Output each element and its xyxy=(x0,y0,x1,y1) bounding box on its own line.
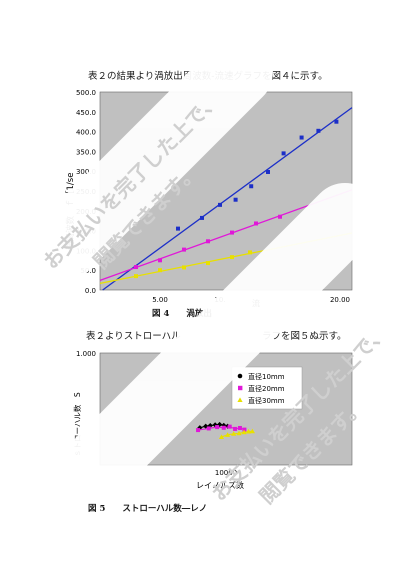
fig5-data-point-magenta xyxy=(206,426,211,431)
fig4-x-tick-label: 20.00 xyxy=(330,296,350,304)
fig4-data-point-magenta xyxy=(134,265,138,270)
fig4-x-tick-label: 10. xyxy=(214,296,225,304)
fig4-x-tick-label: 5.00 xyxy=(152,296,168,304)
fig5-data-point-magenta xyxy=(233,426,238,431)
figure-4-caption: 図 4 渦放出 xyxy=(152,309,212,319)
fig4-y-tick-label: 450.0 xyxy=(76,109,96,117)
fig4-y-tick-label: 350.0 xyxy=(76,148,96,156)
fig5-data-point-magenta xyxy=(237,425,242,430)
fig4-data-point-magenta xyxy=(254,221,258,226)
fig5-legend-label: 直径30mm xyxy=(248,396,285,405)
fig4-data-point-blue xyxy=(233,197,238,202)
fig4-y-tick-label: 400.0 xyxy=(76,129,96,137)
fig5-legend-label: 直径20mm xyxy=(248,384,285,393)
fig4-data-point-yellow xyxy=(248,250,252,255)
fig5-plot-area xyxy=(99,352,353,466)
fig4-y-tick-label: 300.0 xyxy=(76,168,96,176)
fig4-data-point-yellow xyxy=(206,261,210,266)
fig4-data-point-blue xyxy=(316,128,321,133)
fig4-data-point-yellow xyxy=(230,255,234,260)
intro-paragraph-2-left: 表２よりストローハル xyxy=(86,331,181,342)
fig4-y-tick-label: 100.0 xyxy=(76,247,96,255)
fig5-y-tick-label: 1.000 xyxy=(76,350,96,358)
fig4-data-point-yellow xyxy=(182,265,186,270)
fig4-data-point-blue xyxy=(200,215,204,220)
fig4-x-axis-label: 流 xyxy=(252,298,260,308)
fig5-data-point-magenta xyxy=(215,425,220,430)
fig5-legend-marker xyxy=(238,385,243,391)
fig4-y-tick-label: 0.0 xyxy=(85,287,96,295)
fig4-data-point-blue xyxy=(281,151,286,156)
fig5-legend-label: 直径10mm xyxy=(248,372,285,381)
fig5-legend-marker xyxy=(237,373,243,379)
fig4-data-point-blue xyxy=(334,119,339,124)
fig4-data-point-blue xyxy=(218,202,222,207)
fig4-y-tick-label: 200.0 xyxy=(76,208,96,216)
fig4-data-point-blue xyxy=(299,135,304,140)
fig5-x-axis-label: レイノルズ数 xyxy=(196,480,244,490)
fig4-plot-area xyxy=(99,91,353,291)
fig5-data-point-magenta xyxy=(221,425,226,430)
fig4-data-point-magenta xyxy=(278,214,282,219)
fig4-y-tick-label: 500.0 xyxy=(76,89,96,97)
fig5-y-axis-label: ｓトローハル数 S xyxy=(72,392,82,457)
fig4-data-point-magenta xyxy=(182,247,186,252)
figure-5-caption: 図 5 ストローハル数―レノ xyxy=(88,504,208,514)
figure-4-chart: 渦周波数 ｆ［1/se 流 500.0 450.0 400.0 350.0 300.0 2… xyxy=(65,89,353,308)
fig5-legend: 直径10mm 直径20mm 直径30mm xyxy=(231,366,303,410)
fig4-y-tick-label: 50.0 xyxy=(80,267,96,275)
fig4-data-point-yellow xyxy=(158,268,162,273)
intro-paragraph-2-right: ラフを図５ぬ示す。 xyxy=(262,331,347,342)
fig4-data-point-magenta xyxy=(206,239,210,244)
fig5-data-point-magenta xyxy=(227,424,232,429)
fig4-y-tick-label: 150.0 xyxy=(76,228,96,236)
figure-5-chart: ｓトローハル数 S レイノルズ数 1.000 10000 直径10mm 直径20m… xyxy=(72,350,353,490)
fig4-data-point-magenta xyxy=(158,258,162,263)
fig5-data-point-magenta xyxy=(196,428,201,433)
fig4-data-point-magenta xyxy=(230,230,234,235)
fig4-data-point-blue xyxy=(249,184,254,189)
fig4-data-point-yellow xyxy=(134,274,138,279)
fig4-data-point-blue xyxy=(176,226,180,231)
fig4-data-point-blue xyxy=(266,169,270,174)
fig5-x-tick-label: 10000 xyxy=(215,469,237,477)
fig4-y-tick-label: 250.0 xyxy=(76,188,96,196)
fig4-y-axis-label: 渦周波数 ｆ［1/se xyxy=(65,173,76,250)
